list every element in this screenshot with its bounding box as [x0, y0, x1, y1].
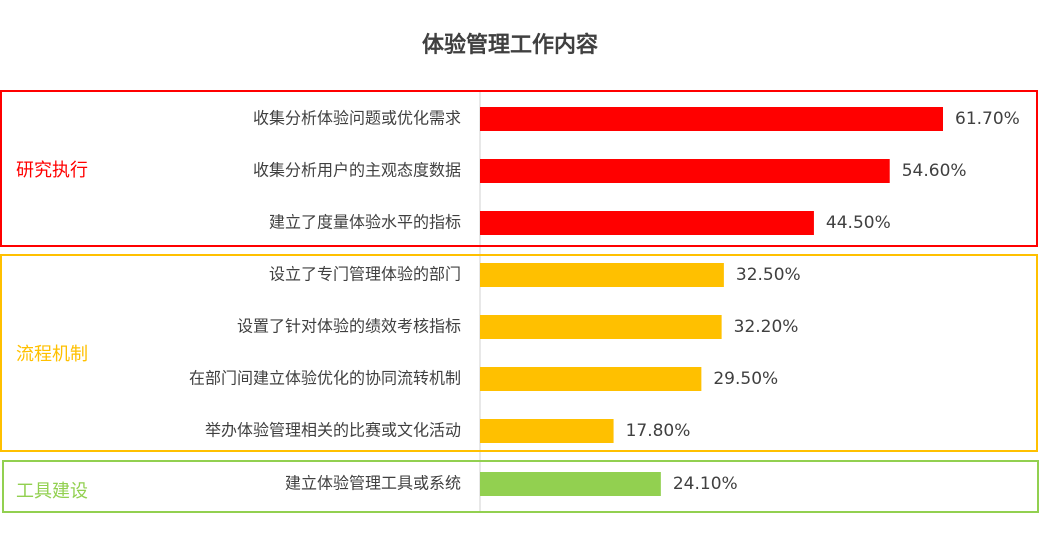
- category-label: 在部门间建立体验优化的协同流转机制: [189, 369, 461, 388]
- data-label: 44.50%: [826, 213, 891, 233]
- group-box: [2, 460, 1039, 513]
- data-label: 24.10%: [673, 474, 738, 494]
- category-label: 建立了度量体验水平的指标: [269, 213, 461, 232]
- category-label: 举办体验管理相关的比赛或文化活动: [205, 421, 461, 440]
- bar: [480, 107, 943, 131]
- category-label: 设置了针对体验的绩效考核指标: [237, 317, 461, 336]
- category-label: 收集分析体验问题或优化需求: [253, 109, 461, 128]
- data-label: 32.20%: [734, 317, 799, 337]
- data-label: 54.60%: [902, 161, 967, 181]
- bar: [480, 263, 724, 287]
- bar: [480, 367, 702, 391]
- bar: [480, 419, 614, 443]
- bar: [480, 159, 890, 183]
- chart-title: 体验管理工作内容: [422, 32, 598, 58]
- group-label: 流程机制: [16, 344, 88, 365]
- data-label: 32.50%: [736, 265, 801, 285]
- data-label: 61.70%: [955, 109, 1020, 129]
- category-label: 收集分析用户的主观态度数据: [253, 161, 461, 180]
- group-label: 研究执行: [16, 160, 88, 181]
- bar: [480, 211, 814, 235]
- group-box: [0, 254, 1038, 452]
- data-label: 29.50%: [713, 369, 778, 389]
- group-box: [0, 90, 1038, 247]
- bar: [480, 315, 722, 339]
- data-label: 17.80%: [626, 421, 691, 441]
- group-label: 工具建设: [16, 481, 88, 502]
- bar: [480, 472, 661, 496]
- category-label: 设立了专门管理体验的部门: [269, 265, 461, 284]
- category-label: 建立体验管理工具或系统: [285, 474, 461, 493]
